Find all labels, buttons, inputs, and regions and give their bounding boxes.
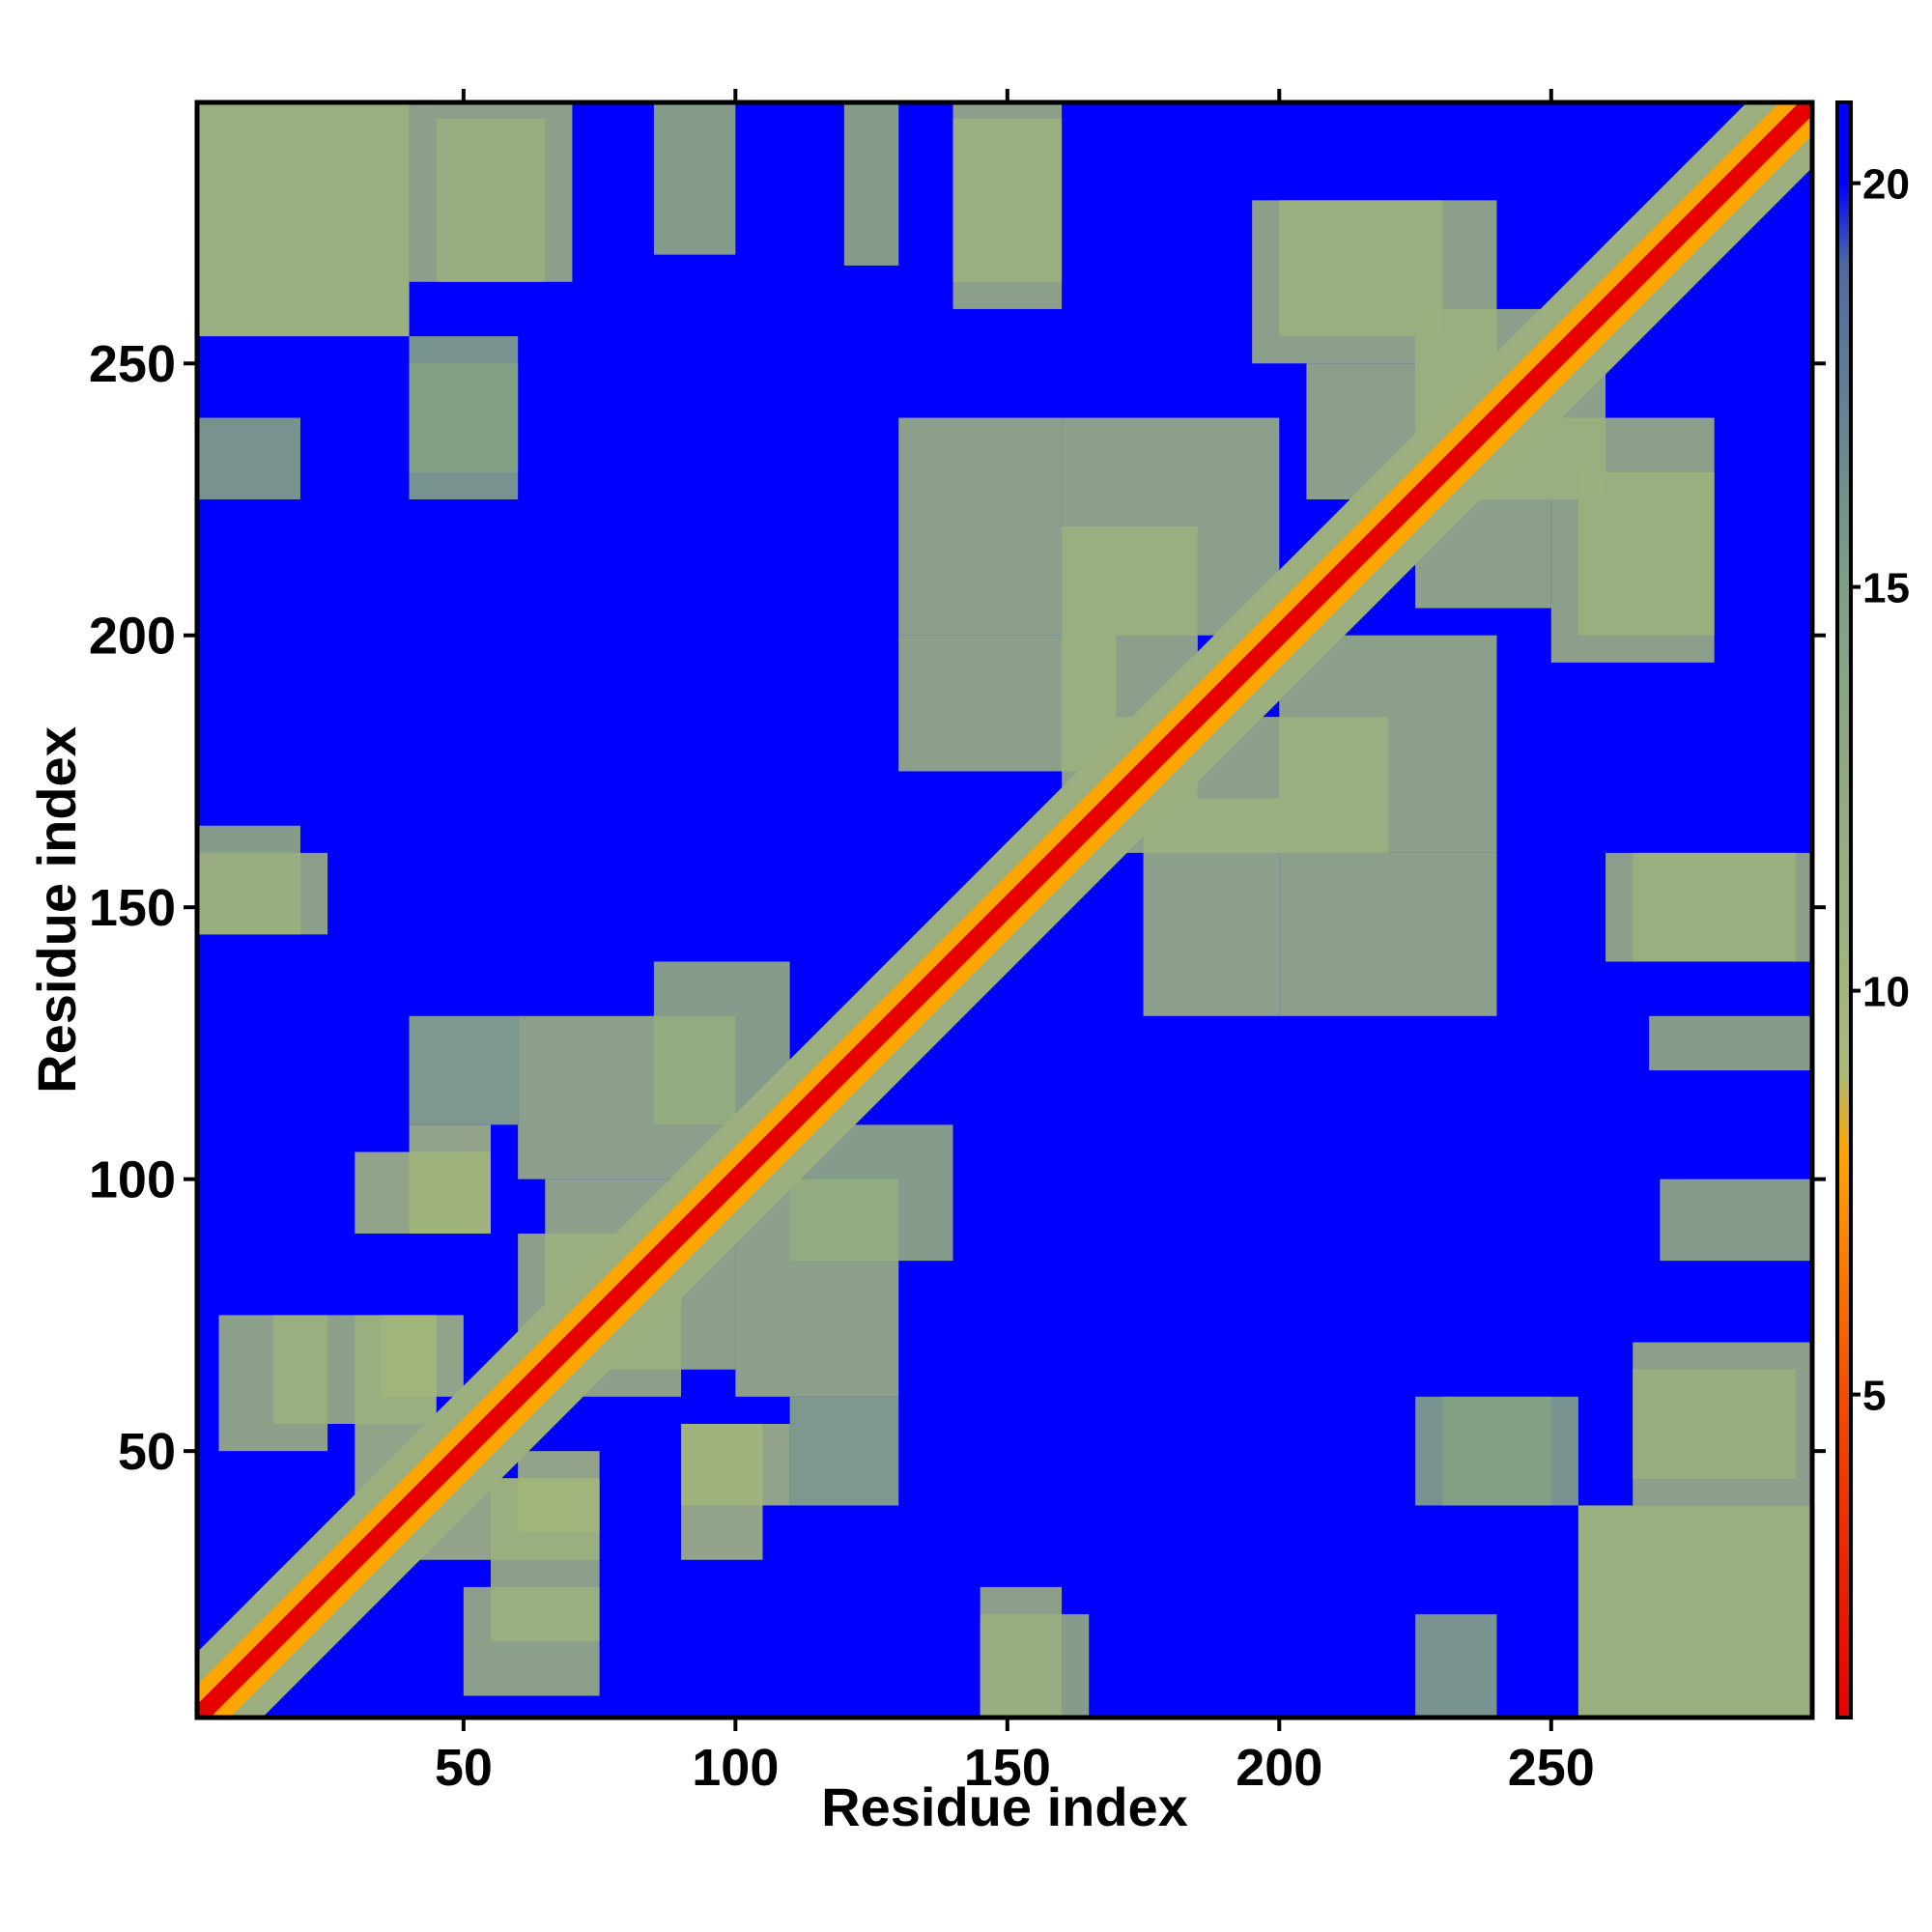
contact-region bbox=[653, 102, 736, 255]
contact-region bbox=[1279, 852, 1497, 1016]
contact-region bbox=[409, 1015, 519, 1125]
colorbar-ticks: 5 10 15 20 bbox=[1851, 161, 1910, 1420]
contact-region bbox=[952, 102, 1063, 309]
contact-region bbox=[789, 1396, 899, 1506]
contact-region bbox=[218, 1315, 328, 1452]
plot-frame bbox=[194, 99, 1815, 1720]
contact-region bbox=[1633, 1342, 1812, 1506]
colorbar-tick-label: 10 bbox=[1862, 969, 1910, 1016]
contact-region bbox=[1415, 1614, 1497, 1718]
y-tick-label: 150 bbox=[89, 879, 176, 937]
contact-region bbox=[518, 1451, 600, 1533]
contact-region bbox=[1660, 1179, 1812, 1262]
contact-region bbox=[1062, 417, 1280, 636]
colorbar-tick-label: 15 bbox=[1862, 565, 1910, 612]
contact-region bbox=[1577, 1505, 1812, 1718]
contact-region bbox=[980, 1586, 1063, 1718]
y-tick-label: 250 bbox=[89, 335, 176, 393]
x-axis: 50 100 150 200 250 bbox=[435, 89, 1595, 1797]
diagonal-band-core bbox=[197, 102, 1812, 1718]
contact-region bbox=[1279, 635, 1497, 853]
x-axis-label: Residue index bbox=[821, 1776, 1188, 1837]
x-tick-label: 250 bbox=[1508, 1739, 1595, 1797]
contact-region bbox=[1279, 200, 1443, 337]
colorbar-tick-label: 20 bbox=[1862, 161, 1910, 209]
y-tick-label: 50 bbox=[118, 1423, 176, 1481]
x-tick-label: 100 bbox=[692, 1739, 779, 1797]
colorbar-tick-label: 5 bbox=[1862, 1373, 1886, 1420]
x-tick-label: 200 bbox=[1236, 1739, 1322, 1797]
contact-region bbox=[898, 417, 1063, 636]
contact-region bbox=[1649, 1015, 1812, 1071]
x-tick-label: 150 bbox=[964, 1739, 1051, 1797]
contact-region bbox=[463, 1586, 600, 1696]
contact-region bbox=[1415, 1396, 1551, 1506]
y-axis-label: Residue index bbox=[26, 726, 87, 1094]
contact-region bbox=[382, 1315, 464, 1397]
contact-region bbox=[898, 635, 1117, 772]
colorbar bbox=[1835, 100, 1853, 1719]
contact-region bbox=[681, 1424, 763, 1560]
y-tick-label: 100 bbox=[89, 1151, 176, 1209]
contact-region bbox=[1143, 798, 1280, 1016]
y-axis: 50 100 150 200 250 bbox=[89, 335, 1826, 1481]
contact-region bbox=[197, 852, 328, 935]
heatmap bbox=[197, 102, 1812, 1718]
contact-region bbox=[1577, 471, 1715, 636]
contact-region bbox=[409, 363, 519, 499]
contact-region bbox=[1605, 852, 1812, 962]
contact-region bbox=[355, 1151, 491, 1234]
y-tick-label: 200 bbox=[89, 608, 176, 666]
contact-region bbox=[197, 417, 300, 499]
contact-region bbox=[197, 102, 410, 337]
x-tick-label: 50 bbox=[435, 1739, 493, 1797]
contact-region bbox=[843, 102, 899, 266]
contact-region bbox=[409, 102, 573, 282]
